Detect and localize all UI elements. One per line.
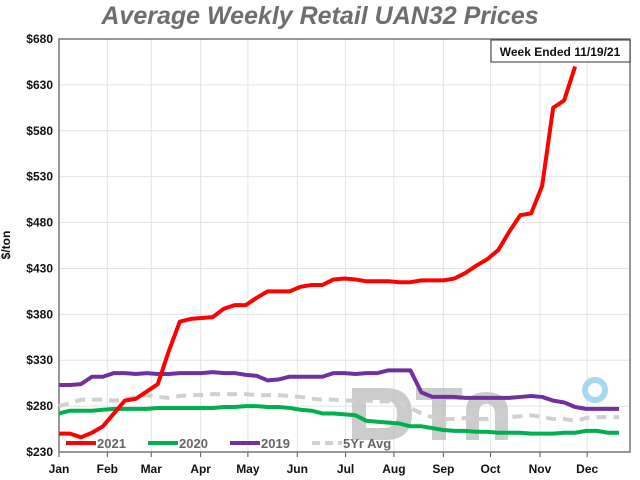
plot-frame [58,38,631,453]
y-tick-label: $230 [26,445,53,459]
legend-label: 2020 [179,436,208,451]
y-tick-label: $580 [26,124,53,138]
x-tick-label: Jan [49,462,70,476]
y-tick-label: $280 [26,399,53,413]
annotation-text: Week Ended 11/19/21 [500,45,621,59]
y-axis-label: $/ton [0,231,13,260]
dtn-logo-n [466,392,508,440]
x-tick-label: May [236,462,260,476]
y-tick-label: $380 [26,307,53,321]
series-line-2019 [59,368,620,411]
chart-title: Average Weekly Retail UAN32 Prices [101,2,539,30]
series-line-5yr-avg [58,392,620,423]
legend-label: 2019 [261,436,290,451]
y-tick-label: $330 [26,353,53,367]
x-tick-label: Jul [337,462,354,476]
legend-label: 2021 [97,436,126,451]
y-tick-label: $430 [26,261,53,275]
x-tick-label: Oct [481,462,501,476]
x-tick-label: Apr [190,462,211,476]
series-line-2020 [58,404,620,436]
x-tick-label: Feb [97,462,118,476]
y-tick-label: $680 [26,32,53,46]
annotation-box [490,39,631,63]
x-tick-label: Nov [529,462,552,476]
legend-label: 5Yr Avg [343,436,391,451]
series-line-2021 [59,65,577,440]
x-tick-label: Jun [287,462,308,476]
x-tick-label: Dec [576,462,598,476]
y-tick-label: $530 [26,170,53,184]
dtn-logo-d [352,388,412,440]
dtn-logo-circle-icon [582,377,608,403]
x-tick-label: Sep [432,462,454,476]
x-tick-label: Mar [141,462,163,476]
x-tick-label: Aug [382,462,405,476]
y-tick-label: $480 [26,216,53,230]
y-tick-label: $630 [26,78,53,92]
